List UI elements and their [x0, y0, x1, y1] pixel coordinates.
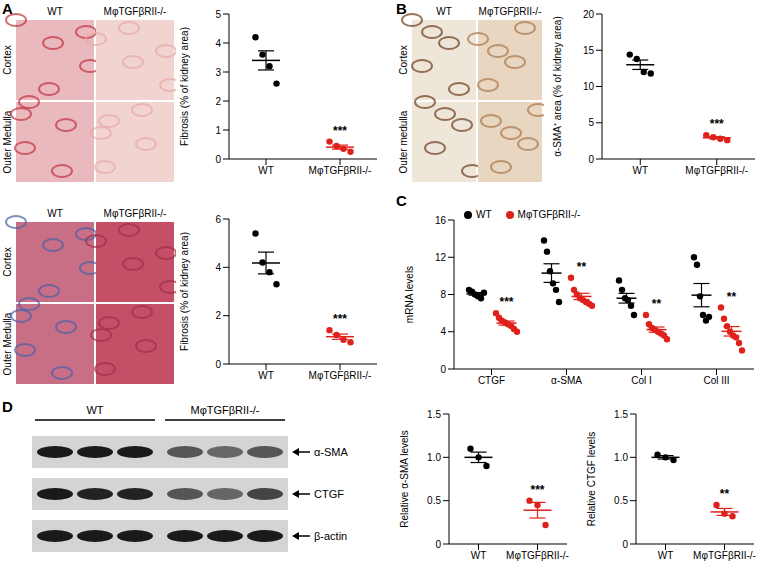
svg-text:0.5: 0.5: [427, 495, 441, 506]
svg-text:CTGF: CTGF: [314, 488, 344, 500]
svg-text:10: 10: [583, 81, 595, 92]
svg-text:1.0: 1.0: [427, 452, 441, 463]
svg-text:WT: WT: [86, 404, 103, 416]
svg-text:MφTGFβRII-/-: MφTGFβRII-/-: [479, 6, 542, 17]
html-text:A: A: [2, 0, 13, 17]
svg-text:Outer Medulla: Outer Medulla: [2, 110, 13, 173]
svg-text:α-SMA: α-SMA: [314, 446, 349, 458]
svg-text:**: **: [652, 297, 662, 311]
svg-text:0: 0: [440, 364, 446, 375]
svg-text:**: **: [720, 487, 730, 501]
svg-text:Fibrosis (% of kidney area): Fibrosis (% of kidney area): [179, 232, 190, 351]
svg-text:5: 5: [588, 117, 594, 128]
svg-text:Relative CTGF levels: Relative CTGF levels: [586, 432, 597, 526]
svg-text:CTGF: CTGF: [478, 375, 505, 386]
svg-text:Outer medulla: Outer medulla: [398, 110, 409, 173]
svg-text:6: 6: [215, 214, 221, 225]
svg-text:1.5: 1.5: [427, 409, 441, 420]
svg-text:MφTGFβRII-/-: MφTGFβRII-/-: [104, 6, 167, 17]
svg-text:0: 0: [588, 154, 594, 165]
svg-text:Cortex: Cortex: [2, 45, 13, 74]
svg-text:Fibrosis (% of kidney area): Fibrosis (% of kidney area): [179, 27, 190, 146]
svg-text:β-actin: β-actin: [314, 530, 347, 542]
svg-text:8: 8: [440, 289, 446, 300]
svg-text:WT: WT: [258, 165, 274, 176]
svg-text:MφTGFβRII-/-: MφTGFβRII-/-: [693, 550, 756, 561]
svg-text:MφTGFβRII-/-: MφTGFβRII-/-: [104, 208, 167, 219]
svg-text:1: 1: [215, 125, 221, 136]
svg-text:mRNA levels: mRNA levels: [404, 266, 415, 323]
svg-text:3: 3: [215, 67, 221, 78]
svg-text:Col I: Col I: [631, 375, 652, 386]
svg-text:1.0: 1.0: [614, 452, 628, 463]
svg-text:4: 4: [215, 38, 221, 49]
svg-text:2: 2: [215, 96, 221, 107]
svg-text:5: 5: [215, 9, 221, 20]
html-text:B: B: [396, 0, 407, 17]
svg-text:WT: WT: [471, 550, 487, 561]
svg-text:Cortex: Cortex: [398, 45, 409, 74]
svg-text:MφTGFβRII-/-: MφTGFβRII-/-: [309, 370, 372, 381]
svg-text:WT: WT: [47, 208, 63, 219]
svg-text:α-SMA⁺ area (% of kidney area): α-SMA⁺ area (% of kidney area): [552, 16, 563, 157]
svg-text:4: 4: [215, 262, 221, 273]
svg-text:Relative α-SMA levels: Relative α-SMA levels: [399, 430, 410, 527]
svg-text:WT: WT: [47, 6, 63, 17]
svg-text:***: ***: [499, 295, 513, 309]
svg-text:1.5: 1.5: [614, 409, 628, 420]
svg-text:0.5: 0.5: [614, 495, 628, 506]
svg-text:MφTGFβRII-/-: MφTGFβRII-/-: [506, 550, 569, 561]
svg-text:0: 0: [622, 539, 628, 550]
svg-text:***: ***: [333, 312, 347, 326]
svg-text:α-SMA: α-SMA: [551, 375, 582, 386]
svg-text:12: 12: [435, 252, 447, 263]
html-text:C: C: [396, 192, 407, 209]
svg-text:WT: WT: [436, 6, 452, 17]
svg-text:**: **: [727, 290, 737, 304]
svg-text:2: 2: [215, 310, 221, 321]
svg-text:15: 15: [583, 45, 595, 56]
svg-text:MφTGFβRII-/-: MφTGFβRII-/-: [190, 404, 259, 416]
svg-text:0: 0: [215, 154, 221, 165]
html-text:D: D: [2, 398, 13, 415]
svg-text:**: **: [577, 260, 587, 274]
svg-text:WT: WT: [658, 550, 674, 561]
svg-text:MφTGFβRII-/-: MφTGFβRII-/-: [309, 165, 372, 176]
svg-text:20: 20: [583, 9, 595, 20]
svg-text:Outer Medulla: Outer Medulla: [2, 312, 13, 375]
svg-text:0: 0: [435, 539, 441, 550]
svg-text:***: ***: [333, 124, 347, 138]
svg-text:Cortex: Cortex: [2, 247, 13, 276]
svg-text:4: 4: [440, 326, 446, 337]
svg-text:Col III: Col III: [703, 375, 729, 386]
svg-text:16: 16: [435, 215, 447, 226]
svg-text:WT: WT: [258, 370, 274, 381]
svg-text:***: ***: [530, 483, 544, 497]
svg-text:***: ***: [710, 117, 724, 131]
html-text:WT: WT: [476, 209, 492, 220]
svg-text:MφTGFβRII-/-: MφTGFβRII-/-: [685, 165, 748, 176]
svg-text:WT: WT: [632, 165, 648, 176]
html-text:MφTGFβRII-/-: MφTGFβRII-/-: [517, 209, 581, 220]
svg-text:0: 0: [215, 359, 221, 370]
